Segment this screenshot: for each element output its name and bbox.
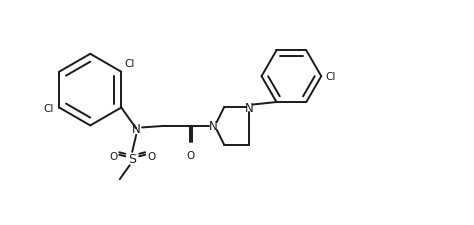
Text: O: O bbox=[147, 151, 155, 161]
Text: N: N bbox=[209, 120, 218, 133]
Text: O: O bbox=[187, 151, 195, 161]
Text: O: O bbox=[109, 151, 118, 161]
Text: Cl: Cl bbox=[325, 72, 336, 82]
Text: Cl: Cl bbox=[44, 103, 54, 113]
Text: N: N bbox=[245, 101, 254, 114]
Text: N: N bbox=[132, 122, 141, 135]
Text: Cl: Cl bbox=[125, 59, 135, 69]
Text: S: S bbox=[128, 152, 136, 165]
